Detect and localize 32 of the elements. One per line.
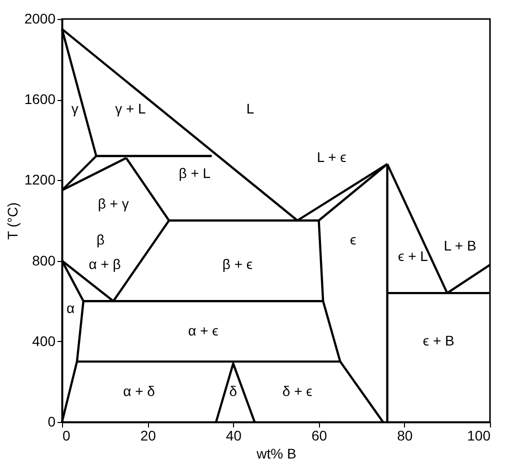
annotation: α bbox=[66, 300, 75, 316]
x-tick-label: 0 bbox=[62, 428, 70, 444]
annotation: L + B bbox=[444, 238, 476, 254]
x-tick-label: 100 bbox=[467, 428, 491, 444]
annotation: ϵ + L bbox=[398, 248, 428, 264]
x-tick-label: 20 bbox=[140, 428, 156, 444]
y-tick-label: 2000 bbox=[24, 10, 56, 26]
y-axis-title: T (°C) bbox=[4, 202, 20, 240]
annotation: β bbox=[96, 232, 105, 248]
annotation: ϵ + B bbox=[422, 332, 454, 348]
annotation: δ bbox=[229, 382, 238, 399]
x-tick-label: 80 bbox=[397, 428, 413, 444]
x-tick-label: 40 bbox=[226, 428, 242, 444]
annotation: δ + ϵ bbox=[282, 382, 312, 399]
y-tick-label: 0 bbox=[48, 414, 56, 430]
annotation: α + δ bbox=[123, 382, 156, 399]
annotation: β + ϵ bbox=[222, 256, 253, 272]
annotation: β + L bbox=[178, 165, 211, 182]
y-tick-label: 1600 bbox=[24, 91, 56, 108]
x-axis-title: wt% B bbox=[256, 446, 296, 462]
annotation: α + β bbox=[88, 256, 121, 272]
annotation: α + ϵ bbox=[188, 322, 218, 338]
annotation: L + ϵ bbox=[316, 149, 346, 166]
annotation: γ + L bbox=[115, 100, 146, 117]
y-tick-label: 800 bbox=[32, 252, 56, 268]
annotation: L bbox=[246, 100, 254, 117]
x-tick-label: 60 bbox=[312, 428, 328, 444]
y-tick-label: 1200 bbox=[24, 172, 56, 188]
annotation: γ bbox=[71, 100, 78, 117]
annotation: ϵ bbox=[350, 232, 356, 248]
annotation: β + γ bbox=[98, 195, 129, 212]
y-tick-label: 400 bbox=[32, 332, 56, 349]
